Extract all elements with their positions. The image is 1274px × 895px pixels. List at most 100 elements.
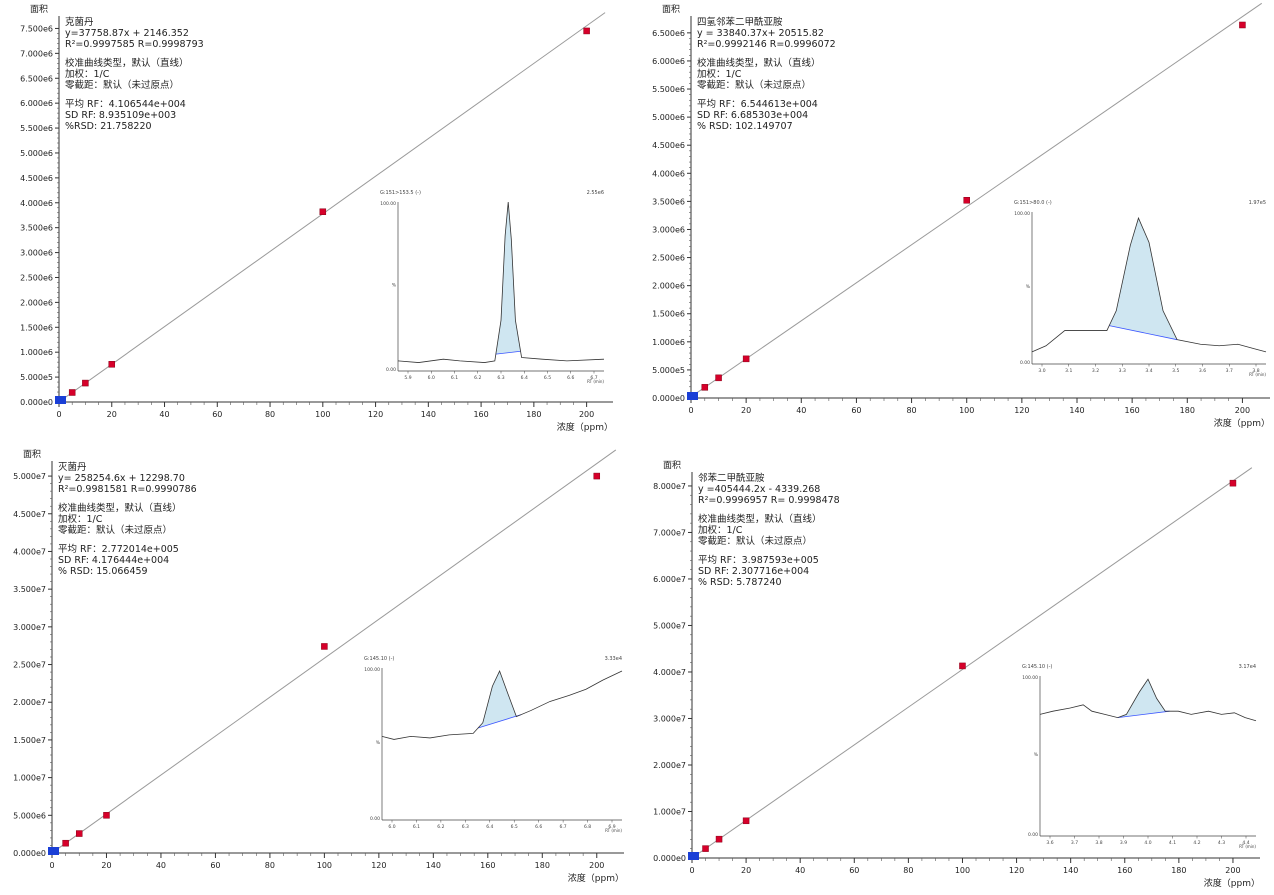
inset-x-tick-label: 6.3 xyxy=(497,375,504,381)
y-tick-label: 1.500e7 xyxy=(13,736,46,745)
peak-area-fill xyxy=(1109,218,1178,340)
inset-x-tick-label: 3.5 xyxy=(1172,368,1179,374)
y-tick-label: 6.500e6 xyxy=(20,74,53,83)
inset-x-tick-label: 6.8 xyxy=(584,824,591,830)
annotation-line: % RSD: 5.787240 xyxy=(698,577,782,588)
inset-y-bottom-label: 0.00 xyxy=(1028,832,1038,838)
x-tick-label: 100 xyxy=(317,861,332,870)
inset-x-axis-label: RT (min) xyxy=(587,379,604,384)
annotation-line: 四氢邻苯二甲酰亚胺 xyxy=(697,16,783,28)
x-tick-label: 180 xyxy=(1180,406,1195,415)
data-point xyxy=(702,845,709,852)
inset-x-tick-label: 6.2 xyxy=(474,375,481,381)
x-tick-label: 0 xyxy=(689,866,694,875)
x-tick-label: 100 xyxy=(959,406,974,415)
inset-x-tick-label: 6.6 xyxy=(535,824,542,830)
calibration-chart-4: 面积 0.000e0 1.000e7 2.000e7 3.000e7 4.000e7 5.0… xyxy=(653,459,1260,889)
x-tick-label: 20 xyxy=(101,861,111,870)
y-axis-title: 面积 xyxy=(23,448,41,460)
data-point xyxy=(593,472,601,480)
annotation-line: 零截距：默认（未过原点） xyxy=(698,535,812,547)
peak-baseline xyxy=(477,714,522,729)
x-tick-label: 20 xyxy=(741,866,751,875)
y-tick-label: 5.000e5 xyxy=(20,373,53,382)
inset-y-bottom-label: 0.00 xyxy=(1020,360,1030,366)
y-tick-label: 6.500e6 xyxy=(652,29,685,38)
data-point xyxy=(583,27,590,35)
y-tick-label: 3.000e7 xyxy=(13,623,46,632)
x-axis-title: 浓度（ppm） xyxy=(1204,877,1260,889)
y-tick-label: 3.000e6 xyxy=(20,249,53,258)
x-tick-label: 180 xyxy=(1171,866,1186,875)
x-tick-label: 160 xyxy=(1117,866,1132,875)
inset-x-tick-label: 4.4 xyxy=(1242,840,1249,846)
x-tick-label: 40 xyxy=(159,410,169,419)
x-tick-label: 180 xyxy=(526,410,541,419)
inset-x-tick-label: 6.6 xyxy=(567,375,574,381)
origin-cluster-marker xyxy=(55,396,66,404)
peak-baseline xyxy=(1117,710,1170,718)
x-tick-label: 140 xyxy=(1063,866,1078,875)
inset-header-right: 2.55e6 xyxy=(587,190,604,196)
y-tick-label: 1.000e6 xyxy=(652,338,685,347)
inset-x-tick-label: 3.8 xyxy=(1095,840,1102,846)
data-point xyxy=(742,817,750,825)
inset-x-axis-label: RT (min) xyxy=(1249,372,1266,377)
y-tick-label: 5.500e6 xyxy=(20,124,53,133)
x-tick-label: 0 xyxy=(56,410,61,419)
chromatogram-inset: G:145.10 (-) 3.17e4 100.00% 0.00 3.6 3.7 3.8 3.… xyxy=(1022,664,1256,849)
data-point xyxy=(108,361,116,368)
inset-x-tick-label: 6.1 xyxy=(413,824,420,830)
inset-y-top-label: 100.00 xyxy=(1014,211,1030,217)
x-tick-label: 100 xyxy=(315,410,330,419)
calibration-fit-line xyxy=(58,12,606,403)
annotation-line: SD RF: 4.176444e+004 xyxy=(58,555,169,566)
inset-x-tick-label: 5.9 xyxy=(404,375,411,381)
inset-x-tick-label: 6.1 xyxy=(451,375,458,381)
inset-x-tick-label: 6.5 xyxy=(511,824,518,830)
calibration-chart-1: 面积 0.000e0 5.000e5 1.000e6 1.500e6 2.000e6 2.5… xyxy=(20,3,613,433)
inset-x-tick-label: 6.9 xyxy=(608,824,615,830)
inset-x-tick-label: 3.7 xyxy=(1226,368,1233,374)
data-point xyxy=(715,374,722,382)
annotation-line: R²=0.9981581 R=0.9990786 xyxy=(58,484,197,495)
x-tick-label: 200 xyxy=(579,410,594,419)
peak-baseline xyxy=(1109,325,1178,341)
data-point xyxy=(82,379,89,387)
annotation-line: 加权：1/C xyxy=(698,524,743,536)
annotation-line: 加权：1/C xyxy=(58,513,103,525)
data-point xyxy=(1239,21,1246,29)
chromatogram-trace xyxy=(381,670,623,740)
chromatogram-trace xyxy=(397,201,605,363)
annotation-line: 平均 RF：4.106544e+004 xyxy=(65,98,186,110)
inset-x-tick-label: 3.8 xyxy=(1252,368,1259,374)
x-tick-label: 80 xyxy=(903,866,913,875)
y-tick-label: 3.500e6 xyxy=(652,197,685,206)
annotation-line: % RSD: 15.066459 xyxy=(58,566,148,577)
x-tick-label: 120 xyxy=(1009,866,1024,875)
data-point xyxy=(75,830,83,837)
data-point xyxy=(319,208,327,215)
inset-x-tick-label: 4.1 xyxy=(1169,840,1176,846)
y-tick-label: 7.000e7 xyxy=(653,528,686,537)
inset-x-tick-label: 3.1 xyxy=(1065,368,1072,374)
chromatogram-trace xyxy=(1031,216,1267,353)
y-tick-label: 3.000e6 xyxy=(652,225,685,234)
annotation-line: 校准曲线类型，默认（直线） xyxy=(65,57,189,69)
peak-baseline xyxy=(495,350,521,355)
y-tick-label: 3.500e7 xyxy=(13,585,46,594)
annotation-line: %RSD: 21.758220 xyxy=(65,121,152,132)
y-tick-label: 6.000e6 xyxy=(652,57,685,66)
y-tick-label: 5.500e6 xyxy=(652,85,685,94)
inset-x-tick-label: 6.4 xyxy=(486,824,493,830)
x-tick-label: 120 xyxy=(368,410,383,419)
y-tick-label: 5.000e6 xyxy=(652,113,685,122)
y-tick-label: 1.000e7 xyxy=(653,807,686,816)
calibration-fit-line xyxy=(690,2,1263,398)
y-tick-label: 3.000e7 xyxy=(653,714,686,723)
y-tick-label: 4.000e7 xyxy=(653,668,686,677)
y-tick-label: 0.000e0 xyxy=(13,849,46,858)
inset-header-left: G:151>153.5 (-) xyxy=(380,190,421,196)
inset-x-tick-label: 4.2 xyxy=(1193,840,1200,846)
